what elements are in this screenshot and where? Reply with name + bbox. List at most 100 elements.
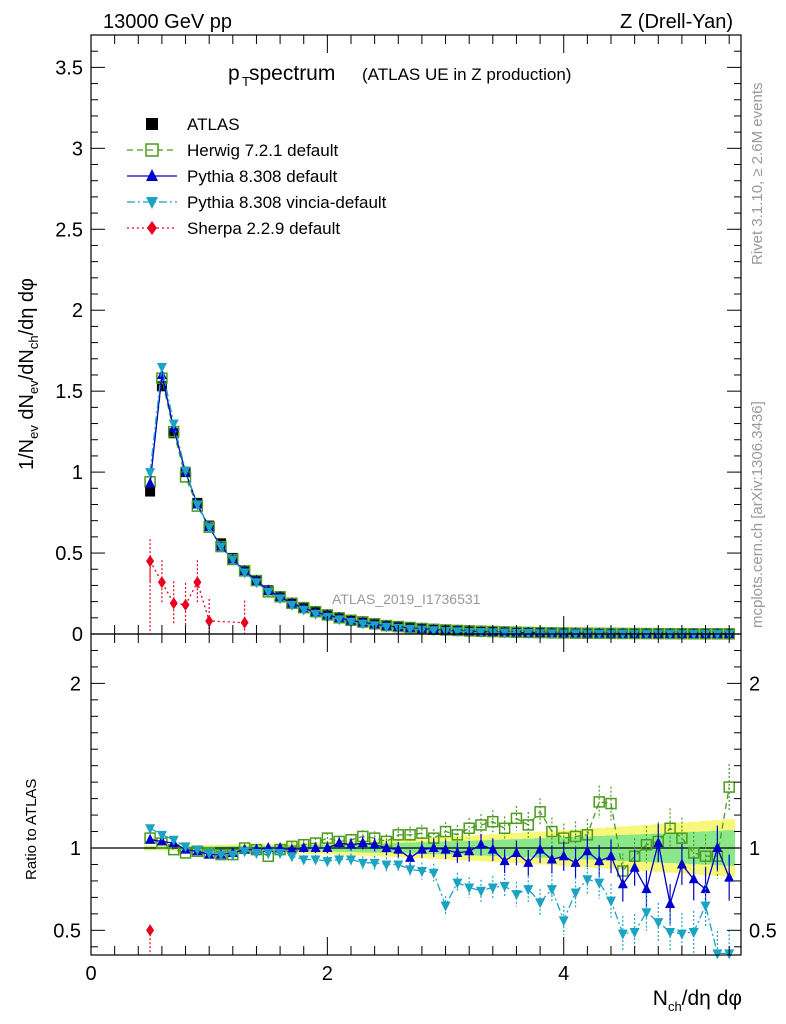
ratio-point-vincia xyxy=(665,927,676,938)
ratio-series-vincia xyxy=(145,824,735,960)
main-point-vincia xyxy=(263,587,274,598)
main-y-tick-label: 1 xyxy=(72,462,83,484)
main-y-tick-label: 0.5 xyxy=(55,543,83,565)
ratio-point-vincia xyxy=(570,888,581,899)
ratio-point-pythia xyxy=(334,837,345,848)
x-axis-label: Nch/dη dφ xyxy=(653,987,742,1014)
title-subscript: T xyxy=(242,74,250,89)
ratio-point-vincia xyxy=(227,850,238,861)
ratio-point-herwig xyxy=(687,847,700,859)
x-tick-label: 4 xyxy=(558,963,569,985)
ratio-point-vincia xyxy=(688,927,699,938)
legend-label: Pythia 8.308 vincia-default xyxy=(187,193,387,212)
ratio-point-vincia xyxy=(523,885,534,896)
ratio-point-pythia xyxy=(535,843,546,854)
ratio-point-vincia xyxy=(653,918,664,929)
main-point-sherpa xyxy=(193,576,202,589)
main-point-vincia xyxy=(156,362,167,373)
ratio-point-vincia xyxy=(322,857,333,868)
main-point-vincia xyxy=(452,627,463,638)
x-tick-label: 2 xyxy=(322,963,333,985)
main-series-sherpa xyxy=(146,539,249,634)
main-point-vincia xyxy=(192,500,203,511)
ratio-y-tick-label-left: 1 xyxy=(70,838,81,860)
ratio-point-pythia xyxy=(298,842,309,852)
ratio-point-pythia xyxy=(286,843,297,854)
main-point-vincia xyxy=(688,629,699,640)
ratio-point-herwig xyxy=(546,825,558,838)
ratio-point-herwig xyxy=(593,796,605,808)
ratio-point-pythia xyxy=(499,855,510,866)
main-point-sherpa xyxy=(157,576,166,589)
ratio-y-tick-label-right: 0.5 xyxy=(749,920,777,942)
ratio-point-vincia xyxy=(346,855,356,866)
ratio-y-tick-label-right: 2 xyxy=(749,673,760,695)
main-ylabel: 1/Nev dNev/dNch/dη dφ xyxy=(16,278,41,470)
main-point-vincia xyxy=(310,609,321,620)
ratio-point-pythia xyxy=(416,843,427,854)
ratio-point-vincia xyxy=(499,881,510,892)
legend-item-atlas: ATLAS xyxy=(146,115,240,134)
main-y-tick-label: 3 xyxy=(72,138,83,160)
ratio-point-pythia xyxy=(688,873,699,884)
ratio-point-vincia xyxy=(629,927,640,938)
main-point-vincia xyxy=(180,466,191,477)
ratio-point-vincia xyxy=(192,845,203,856)
ratio-point-herwig xyxy=(439,825,452,838)
main-point-vincia xyxy=(239,568,250,579)
main-point-vincia xyxy=(298,605,309,616)
header-right: Z (Drell-Yan) xyxy=(620,11,733,33)
ratio-point-pythia xyxy=(452,846,463,857)
ratio-frame xyxy=(90,633,742,956)
ratio-y-tick-label-left: 0.5 xyxy=(53,920,81,942)
ratio-point-pythia xyxy=(346,838,356,849)
ratio-point-vincia xyxy=(617,929,628,940)
main-point-vincia xyxy=(617,629,628,640)
main-point-vincia xyxy=(227,555,238,566)
legend: ATLAS Herwig 7.2.1 default Pythia 8.308 de… xyxy=(127,115,387,238)
legend-label: Herwig 7.2.1 default xyxy=(187,141,338,160)
ratio-point-vincia xyxy=(511,890,522,901)
ratio-point-vincia xyxy=(558,916,569,927)
ratio-point-pythia xyxy=(476,838,486,849)
ratio-point-pythia xyxy=(629,861,640,872)
header-left: 13000 GeV pp xyxy=(103,11,232,33)
ratio-y-tick-label-left: 2 xyxy=(70,673,81,695)
main-point-vincia xyxy=(286,600,297,611)
main-line-sherpa xyxy=(149,560,245,624)
legend-item-vincia: Pythia 8.308 vincia-default xyxy=(127,193,387,212)
main-point-vincia xyxy=(476,628,486,639)
ratio-point-pythia xyxy=(653,837,664,848)
ratio-point-pythia xyxy=(357,837,368,848)
main-point-vincia xyxy=(428,626,439,637)
ratio-point-herwig xyxy=(664,822,676,834)
ratio-point-vincia xyxy=(594,878,605,889)
main-y-tick-label: 2 xyxy=(72,300,83,322)
ratio-point-vincia xyxy=(369,858,380,869)
ratio-point-vincia xyxy=(546,885,557,896)
main-point-vincia xyxy=(641,629,652,640)
legend-marker xyxy=(146,197,158,209)
ratio-point-pythia xyxy=(393,843,404,854)
main-point-vincia xyxy=(381,622,392,633)
main-series xyxy=(144,362,735,640)
legend-label: ATLAS xyxy=(187,115,240,134)
x-tick-label: 0 xyxy=(85,963,96,985)
ratio-point-vincia xyxy=(712,949,723,960)
ratio-point-vincia xyxy=(381,860,392,871)
legend-marker xyxy=(145,143,159,157)
ratio-point-vincia xyxy=(298,855,309,866)
main-point-vincia xyxy=(251,578,262,589)
ratio-point-vincia xyxy=(251,848,262,859)
main-point-atlas xyxy=(145,486,156,497)
ratio-point-herwig xyxy=(522,819,535,831)
ratio-point-vincia xyxy=(535,898,546,909)
ratio-point-pythia xyxy=(428,842,439,852)
ratio-point-pythia xyxy=(369,838,380,849)
main-y-tick-label: 1.5 xyxy=(55,381,83,403)
ratio-point-herwig xyxy=(534,806,546,818)
ratio-point-vincia xyxy=(452,878,463,889)
title-p: p xyxy=(228,62,240,85)
ratio-point-pythia xyxy=(665,897,676,908)
